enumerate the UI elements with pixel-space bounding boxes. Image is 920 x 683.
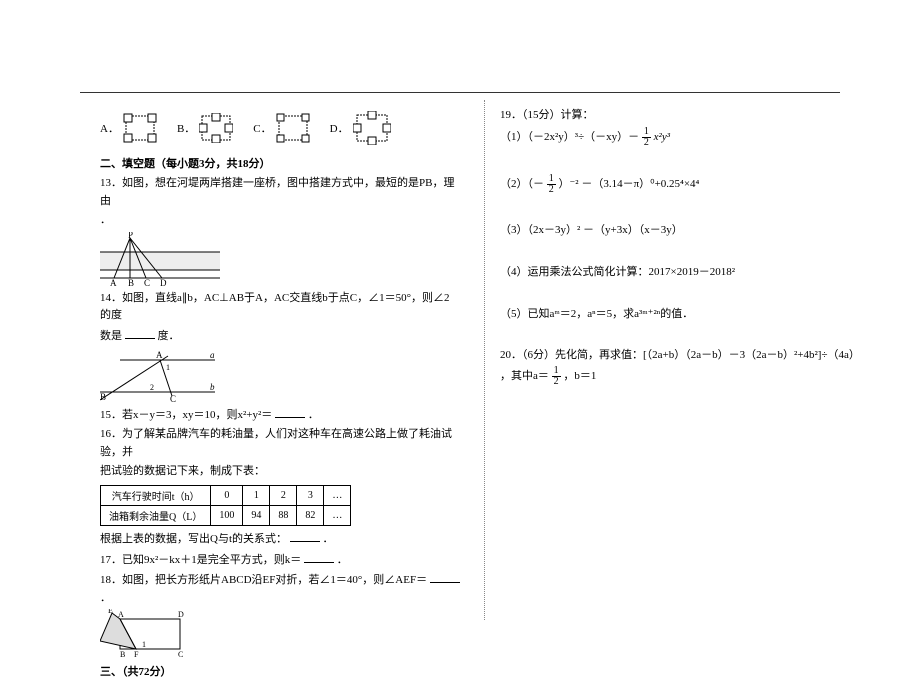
svg-text:C: C [144, 278, 150, 288]
svg-text:C: C [170, 394, 176, 404]
option-A-label: A． [100, 120, 119, 136]
table-row: 汽车行驶时间t（h） 0 1 2 3 … [101, 485, 351, 505]
fraction-half-icon: 1 2 [552, 366, 561, 387]
q17end: ． [337, 554, 348, 566]
q16c: 根据上表的数据，写出Q与t的关系式： [100, 533, 287, 545]
q19-1a: （1）（－2x²y）³÷（－xy）－ [500, 131, 639, 143]
td1: 100 [211, 505, 243, 525]
th1: 0 [211, 485, 243, 505]
svg-text:A: A [118, 610, 124, 619]
q15a: 15．若x－y＝3，xy＝10，则x²+y²＝ [100, 409, 272, 421]
section3-title: 三、（共72分） [100, 663, 460, 679]
q12-options: A． B． C． [100, 111, 460, 145]
svg-text:B: B [128, 278, 134, 288]
q19-1b: x²y³ [654, 131, 670, 143]
top-divider [80, 92, 840, 93]
td0: 油箱剩余油量Q（L） [101, 505, 211, 525]
q20c-span: ，b＝1 [563, 370, 596, 382]
column-divider [484, 100, 485, 620]
q19-5: （5）已知aᵐ＝2，aⁿ＝5，求a³ᵐ⁺²ⁿ的值． [500, 305, 860, 321]
q18-figure: A D B C E F 1 [100, 609, 200, 659]
left-column: A． B． C． [100, 105, 460, 683]
q17-blank [304, 551, 334, 563]
q20: 20．（6分）先化简，再求值：[（2a+b）（2a－b）－3（2a－b）²+4b… [500, 347, 860, 388]
q16-text-b: 把试验的数据记下来，制成下表： [100, 463, 460, 481]
svg-text:B: B [100, 392, 106, 402]
svg-text:C: C [178, 650, 183, 659]
option-B-label: B． [177, 120, 195, 136]
q16-table: 汽车行驶时间t（h） 0 1 2 3 … 油箱剩余油量Q（L） 100 94 8… [100, 485, 351, 526]
svg-text:1: 1 [142, 640, 146, 649]
q19-2a: （2）（－ [500, 178, 544, 190]
q16-text-c: 根据上表的数据，写出Q与t的关系式： ． [100, 530, 460, 549]
th2: 1 [243, 485, 270, 505]
q14-text-a: 14．如图，直线a∥b，AC⊥AB于A，AC交直线b于点C，∠1＝50°，则∠2… [100, 290, 460, 325]
shape-A-icon [123, 113, 157, 143]
th5: … [324, 485, 351, 505]
q14b: 数是 [100, 330, 122, 342]
shape-B-icon [199, 113, 233, 143]
svg-text:B: B [120, 650, 125, 659]
svg-text:b: b [210, 382, 215, 392]
q19-4: （4）运用乘法公式简化计算：2017×2019－2018² [500, 263, 860, 279]
q19-2: （2）（－ 1 2 ）⁻² －（3.14－π）⁰+0.25⁴×4⁴ [500, 174, 860, 195]
th0: 汽车行驶时间t（h） [101, 485, 211, 505]
q15end: ． [308, 409, 319, 421]
td2: 94 [243, 505, 270, 525]
shape-C-icon [276, 113, 310, 143]
td3: 88 [270, 505, 297, 525]
q14-text-b: 数是 度． [100, 327, 460, 346]
q19-1: （1）（－2x²y）³÷（－xy）－ 1 2 x²y³ [500, 127, 860, 148]
q19-text: 19．（15分）计算： [500, 107, 860, 125]
q20-b: ，其中a＝ 1 2 ，b＝1 [500, 366, 860, 387]
option-C: C． [253, 113, 309, 143]
q18end: ． [100, 592, 111, 604]
svg-text:A: A [156, 350, 163, 360]
q13-figure: P A B C D [100, 232, 220, 288]
q18-blank [430, 571, 460, 583]
option-C-label: C． [253, 120, 271, 136]
svg-text:A: A [110, 278, 117, 288]
td5: … [324, 505, 351, 525]
shape-D-icon [353, 111, 391, 145]
q15-blank [275, 406, 305, 418]
option-B: B． [177, 113, 233, 143]
th4: 3 [297, 485, 324, 505]
section2-title: 二、填空题（每小题3分，共18分） [100, 155, 460, 171]
table-row: 油箱剩余油量Q（L） 100 94 88 82 … [101, 505, 351, 525]
q18-text: 18．如图，把长方形纸片ABCD沿EF对折，若∠1＝40°，则∠AEF＝ ． [100, 571, 460, 607]
svg-text:D: D [178, 610, 184, 619]
svg-text:1: 1 [166, 363, 170, 372]
q14-blank [125, 327, 155, 339]
q14-figure: A B C a b 1 2 [100, 348, 220, 404]
q19-2b: ）⁻² －（3.14－π）⁰+0.25⁴×4⁴ [559, 178, 700, 190]
q16-text-a: 16．为了解某品牌汽车的耗油量，人们对这种车在高速公路上做了耗油试验，并 [100, 426, 460, 461]
td4: 82 [297, 505, 324, 525]
q18a: 18．如图，把长方形纸片ABCD沿EF对折，若∠1＝40°，则∠AEF＝ [100, 574, 427, 586]
svg-text:2: 2 [150, 383, 154, 392]
fraction-half-icon: 1 2 [547, 174, 556, 195]
svg-text:P: P [128, 232, 133, 240]
right-column: 19．（15分）计算： （1）（－2x²y）³÷（－xy）－ 1 2 x²y³ … [500, 105, 860, 413]
option-D-label: D． [330, 120, 349, 136]
q13-dot: ． [100, 212, 460, 230]
q17a: 17．已知9x²－kx＋1是完全平方式，则k＝ [100, 554, 301, 566]
q20b-span: ，其中a＝ [500, 370, 549, 382]
q14c: 度． [158, 330, 180, 342]
option-D: D． [330, 111, 391, 145]
svg-text:F: F [134, 650, 139, 659]
svg-text:D: D [160, 278, 167, 288]
q16end: ． [323, 533, 334, 545]
q19-3: （3）（2x－3y）² －（y+3x）（x－3y） [500, 221, 860, 237]
th3: 2 [270, 485, 297, 505]
q20-a: 20．（6分）先化简，再求值：[（2a+b）（2a－b）－3（2a－b）²+4b… [500, 347, 860, 365]
q13-text: 13．如图，想在河堤两岸搭建一座桥，图中搭建方式中，最短的是PB，理由 [100, 175, 460, 210]
fraction-half-icon: 1 2 [642, 127, 651, 148]
q17-text: 17．已知9x²－kx＋1是完全平方式，则k＝ ． [100, 551, 460, 570]
q15-text: 15．若x－y＝3，xy＝10，则x²+y²＝ ． [100, 406, 460, 425]
q16-blank [290, 530, 320, 542]
svg-text:a: a [210, 350, 215, 360]
svg-text:E: E [108, 609, 113, 615]
option-A: A． [100, 113, 157, 143]
